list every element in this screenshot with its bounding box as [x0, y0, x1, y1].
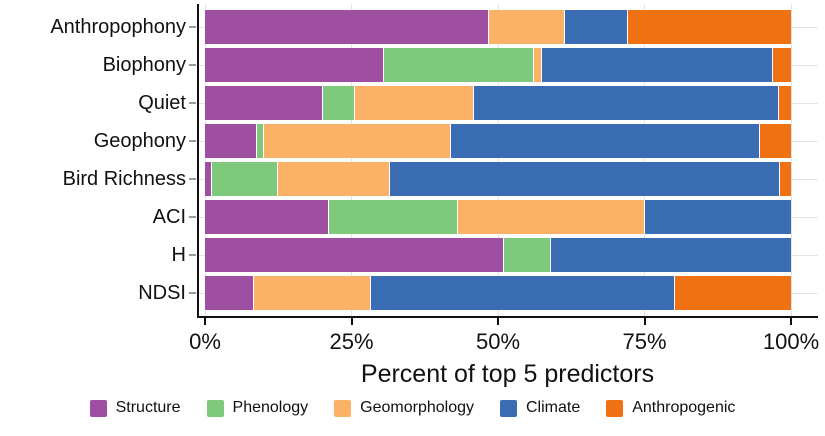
y-axis-tick — [189, 292, 196, 294]
bar-segment-climate — [473, 86, 779, 120]
legend-label: Phenology — [232, 399, 309, 416]
bar-segment-anthropogenic — [778, 86, 791, 120]
x-axis-tick-label: 50% — [475, 329, 521, 354]
x-axis-tick — [350, 318, 353, 325]
x-axis-tick-label: 100% — [762, 329, 820, 354]
bar-segment-phenology — [322, 86, 355, 120]
legend-swatch-phenology — [206, 399, 224, 417]
y-axis-label: ACI — [152, 206, 186, 228]
grid-line-vertical — [497, 4, 499, 316]
legend-swatch-climate — [499, 399, 517, 417]
bar-segment-geomorphology — [253, 276, 371, 310]
plot-panel — [197, 4, 818, 318]
bar-segment-structure — [205, 276, 254, 310]
bar-segment-phenology — [383, 48, 534, 82]
grid-line-vertical — [351, 4, 352, 316]
y-axis-label: H — [171, 244, 186, 266]
x-axis-tick — [643, 318, 646, 325]
bar-segment-anthropogenic — [627, 10, 791, 44]
y-axis-label: Quiet — [138, 92, 186, 114]
bar-segment-structure — [205, 238, 504, 272]
bar-segment-structure — [205, 86, 323, 120]
legend-swatch-structure — [89, 399, 107, 417]
bar-segment-anthropogenic — [758, 124, 791, 158]
bar-segment-climate — [643, 200, 791, 234]
bar-segment-geomorphology — [263, 124, 450, 158]
bar-segment-structure — [205, 10, 489, 44]
legend-label: Anthropogenic — [632, 399, 736, 416]
bar-segment-climate — [550, 238, 791, 272]
bar-segment-geomorphology — [533, 48, 542, 82]
bar-segment-geomorphology — [456, 200, 644, 234]
bar-segment-phenology — [328, 200, 457, 234]
legend-item-phenology: Phenology — [206, 399, 309, 417]
legend-item-anthropogenic: Anthropogenic — [606, 399, 735, 417]
bar-segment-structure — [205, 200, 329, 234]
legend-label: Structure — [115, 399, 181, 416]
legend: Structure Phenology Geomorphology Climate An… — [0, 399, 825, 417]
y-axis-label: Biophony — [102, 54, 186, 76]
bar-segment-climate — [564, 10, 628, 44]
y-axis-tick — [189, 140, 196, 142]
bar-segment-phenology — [255, 124, 263, 158]
y-axis-tick — [189, 102, 196, 104]
bar-segment-anthropogenic — [772, 48, 791, 82]
grid-line-vertical — [644, 4, 645, 316]
bar-segment-structure — [205, 124, 256, 158]
y-axis-label: NDSI — [138, 282, 186, 304]
bar-row-h — [205, 238, 791, 272]
x-axis-tick-label: 75% — [622, 329, 667, 354]
grid-line-vertical — [790, 4, 792, 316]
bar-row-quiet — [205, 86, 791, 120]
y-axis-label: Geophony — [93, 130, 186, 152]
y-axis-tick — [189, 64, 196, 66]
bar-row-aci — [205, 200, 791, 234]
x-axis-title: Percent of top 5 predictors — [360, 360, 655, 388]
bar-row-anthropophony — [205, 10, 791, 44]
bar-segment-climate — [370, 276, 675, 310]
y-axis-tick — [189, 26, 196, 28]
bar-segment-structure — [205, 48, 384, 82]
y-axis-label: Anthropophony — [50, 16, 186, 38]
bar-segment-geomorphology — [354, 86, 474, 120]
bar-segment-climate — [541, 48, 773, 82]
bar-segment-geomorphology — [488, 10, 565, 44]
x-axis-tick-label: 25% — [329, 329, 374, 354]
legend-label: Geomorphology — [360, 399, 474, 416]
legend-swatch-geomorphology — [334, 399, 352, 417]
y-axis-tick — [189, 216, 196, 218]
legend-item-climate: Climate — [499, 399, 581, 417]
x-axis-tick — [497, 318, 499, 325]
legend-swatch-anthropogenic — [606, 399, 624, 417]
legend-label: Climate — [525, 399, 581, 416]
bar-segment-climate — [449, 124, 759, 158]
y-axis-label: Bird Richness — [62, 168, 186, 190]
legend-item-geomorphology: Geomorphology — [334, 399, 474, 417]
bar-segment-climate — [388, 162, 780, 196]
bar-row-geophony — [205, 124, 791, 158]
bar-segment-anthropogenic — [779, 162, 791, 196]
grid-line-vertical — [204, 4, 206, 316]
bar-segment-geomorphology — [277, 162, 389, 196]
bar-segment-structure — [205, 162, 211, 196]
x-axis-tick-label: 0% — [189, 329, 221, 354]
bar-segment-anthropogenic — [674, 276, 791, 310]
bar-segment-phenology — [210, 162, 278, 196]
legend-item-structure: Structure — [89, 399, 181, 417]
y-axis-tick — [189, 178, 196, 180]
bar-row-bird-richness — [205, 162, 791, 196]
bar-segment-phenology — [503, 238, 551, 272]
x-axis-tick — [790, 318, 792, 325]
y-axis-tick — [189, 254, 196, 256]
bar-row-biophony — [205, 48, 791, 82]
bar-row-ndsi — [205, 276, 791, 310]
x-axis-tick — [204, 318, 206, 325]
